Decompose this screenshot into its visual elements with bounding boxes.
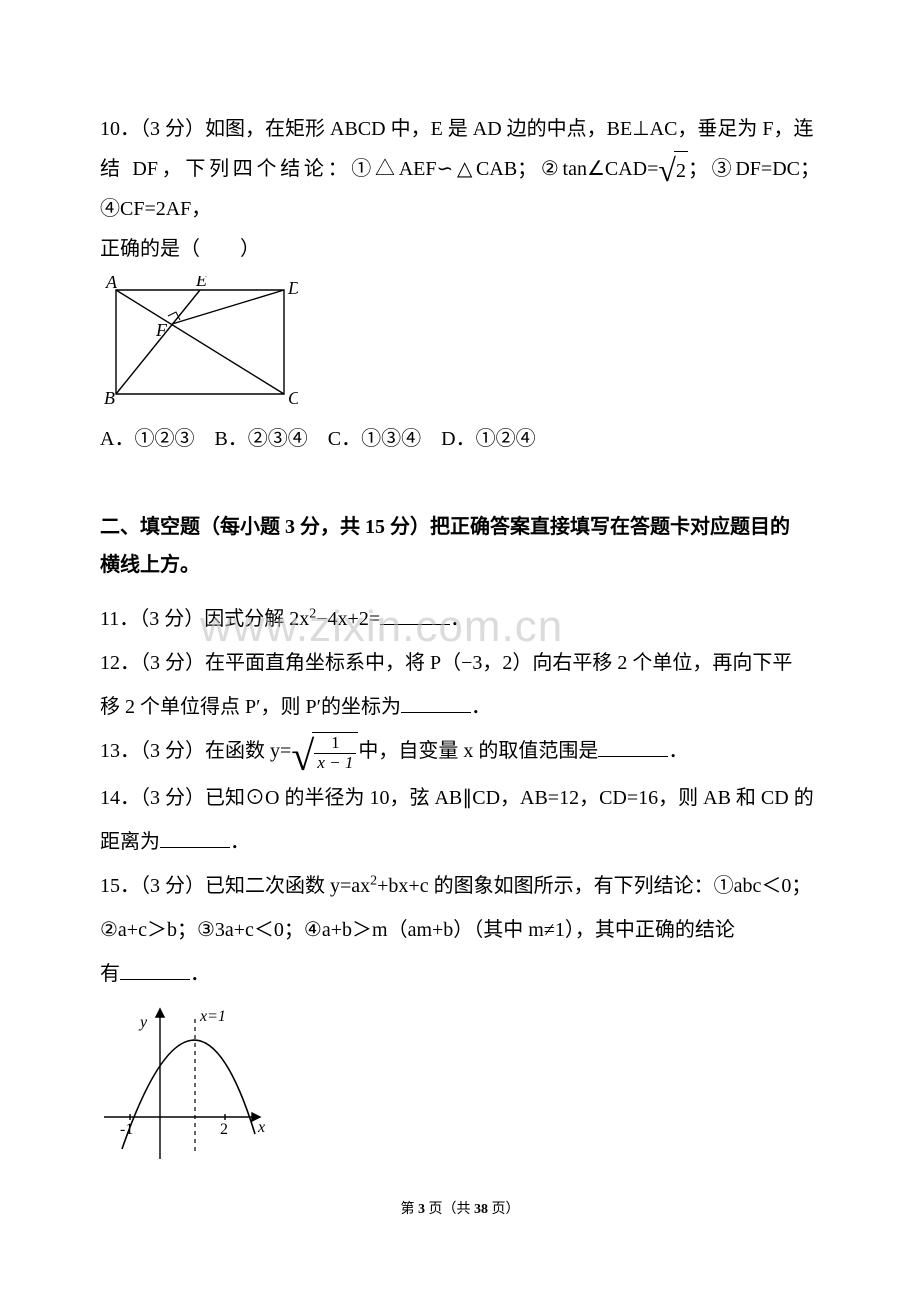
q10-sqrt-content: 2: [674, 151, 688, 190]
q13-prefix: 13．（3 分）在函数 y=: [100, 740, 291, 762]
q14-line1: 14．（3 分）已知⊙O 的半径为 10，弦 AB∥CD，AB=12，CD=16…: [100, 779, 820, 817]
section2-line2: 横线上方。: [100, 554, 200, 576]
q15-line3: 有．: [100, 955, 820, 993]
tick-neg1: -1: [120, 1121, 133, 1138]
section2-line1: 二、填空题（每小题 3 分，共 15 分）把正确答案直接填写在答题卡对应题目的: [100, 516, 790, 538]
label-F: F: [155, 320, 168, 340]
q14-line2: 距离为 ．: [100, 823, 820, 861]
q12-blank: [401, 693, 471, 713]
q14-line2-prefix: 距离为: [100, 831, 160, 853]
footer-mid: 页（共: [425, 1202, 474, 1217]
q13-den: x − 1: [314, 754, 356, 773]
q13-blank: [598, 737, 668, 757]
q15-line1b: +bx+c 的图象如图所示，有下列结论：①abc＜0；: [377, 875, 811, 897]
footer-prefix: 第: [401, 1202, 419, 1217]
q11-blank: [380, 605, 450, 625]
footer-total: 38: [474, 1202, 488, 1217]
q15-blank: [120, 960, 190, 980]
q13-frac: 1x − 1: [314, 734, 356, 772]
q12-line1: 12．（3 分）在平面直角坐标系中，将 P（−3，2）向右平移 2 个单位，再向…: [100, 644, 820, 682]
q10-line2: 结 DF，下列四个结论：①△AEF∽△CAB；②tan∠CAD=√2；③DF=D…: [100, 150, 820, 228]
q13-mid: 中，自变量 x 的取值范围是: [358, 740, 598, 762]
q15-line3-suffix: ．: [190, 963, 210, 985]
q14-line2-suffix: ．: [230, 831, 250, 853]
rectangle-diagram: A E D B C F: [100, 276, 298, 408]
q15-line1: 15．（3 分）已知二次函数 y=ax2+bx+c 的图象如图所示，有下列结论：…: [100, 867, 820, 905]
q10-line3: 正确的是（ ）: [100, 230, 820, 268]
q12-line2: 移 2 个单位得点 P′，则 P′的坐标为 ．: [100, 688, 820, 726]
page-footer: 第 3 页（共 38 页）: [0, 1197, 920, 1224]
q10-figure: A E D B C F: [100, 276, 820, 408]
label-B: B: [104, 388, 115, 408]
q11-prefix: 11．（3 分）因式分解 2x: [100, 608, 309, 630]
label-E: E: [195, 276, 207, 290]
q15-line1a: 15．（3 分）已知二次函数 y=ax: [100, 875, 370, 897]
q10-line1: 10．（3 分）如图，在矩形 ABCD 中，E 是 AD 边的中点，BE⊥AC，…: [100, 110, 820, 148]
q13-suffix: ．: [668, 740, 688, 762]
label-D: D: [287, 278, 298, 298]
q10-options: A．①②③ B．②③④ C．①③④ D．①②④: [100, 420, 820, 458]
parabola-diagram: y x x=1 -1 2: [100, 999, 270, 1164]
label-A: A: [105, 276, 118, 292]
q12-line2-suffix: ．: [471, 696, 491, 718]
label-C: C: [288, 388, 298, 408]
q12-line2-prefix: 移 2 个单位得点 P′，则 P′的坐标为: [100, 696, 401, 718]
q13-num: 1: [314, 734, 356, 754]
q11-mid: −4x+2=: [316, 608, 380, 630]
q11-suffix: ．: [450, 608, 470, 630]
q13: 13．（3 分）在函数 y=√1x − 1中，自变量 x 的取值范围是 ．: [100, 732, 820, 773]
q10-line2-prefix: 结 DF，下列四个结论：①△AEF∽△CAB；②tan∠CAD=: [100, 158, 658, 180]
q15-line3-prefix: 有: [100, 963, 120, 985]
label-x1: x=1: [199, 1008, 226, 1025]
tick-2: 2: [220, 1121, 228, 1138]
q15-line2: ②a+c＞b；③3a+c＜0；④a+b＞m（am+b）（其中 m≠1），其中正确…: [100, 911, 820, 949]
label-x: x: [257, 1119, 265, 1136]
q15-figure: y x x=1 -1 2: [100, 999, 820, 1164]
footer-suffix: 页）: [488, 1202, 520, 1217]
q13-sqrt: 1x − 1: [312, 732, 358, 773]
section2-header: 二、填空题（每小题 3 分，共 15 分）把正确答案直接填写在答题卡对应题目的 …: [100, 508, 820, 584]
footer-page: 3: [418, 1202, 425, 1217]
q11: 11．（3 分）因式分解 2x2−4x+2=．: [100, 600, 820, 638]
q14-blank: [160, 828, 230, 848]
label-y: y: [138, 1014, 148, 1031]
sqrt-symbol: √: [291, 745, 314, 770]
